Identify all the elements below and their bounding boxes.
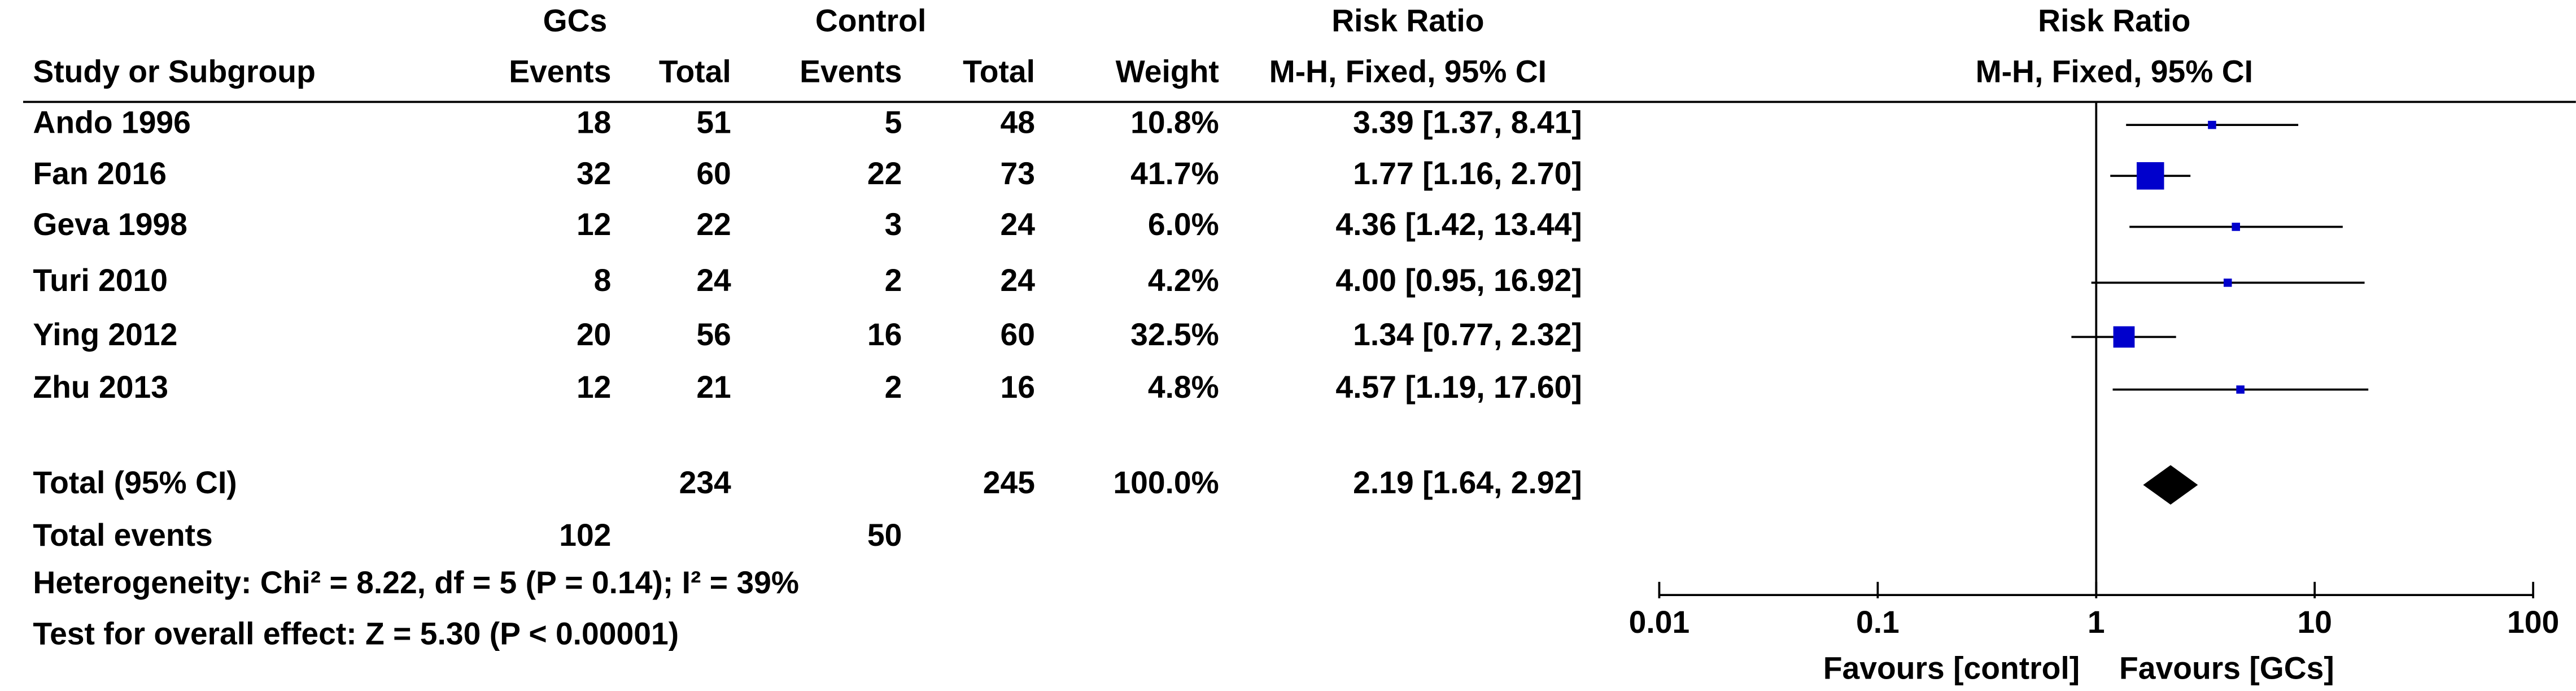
study-name: Zhu 2013	[33, 370, 168, 405]
effect-square	[2236, 385, 2245, 394]
cell: 16	[1001, 370, 1035, 405]
cell: 56	[696, 317, 731, 352]
weight-label: 4.8%	[1148, 370, 1219, 405]
cell: 50	[867, 518, 902, 553]
cell: 24	[1001, 263, 1036, 298]
effect-square	[2113, 326, 2135, 348]
weight-label: 32.5%	[1130, 317, 1219, 352]
study-name: Ando 1996	[33, 105, 191, 140]
effect-label: 3.39 [1.37, 8.41]	[1353, 105, 1582, 140]
cell: 48	[1001, 105, 1035, 140]
effect-label: 4.57 [1.19, 17.60]	[1335, 370, 1582, 405]
cell: 16	[867, 317, 902, 352]
cell: 24	[696, 263, 731, 298]
x-tick-label: 1	[2088, 605, 2105, 640]
heterogeneity: Heterogeneity: Chi² = 8.22, df = 5 (P = …	[33, 565, 799, 600]
cell: 12	[577, 370, 611, 405]
cell: 73	[1001, 156, 1035, 191]
x-tick-label: 0.01	[1629, 605, 1690, 640]
group-header: Risk Ratio	[1331, 3, 1484, 38]
group-header: Control	[815, 3, 926, 38]
effect-square	[2136, 162, 2164, 190]
weight-label: 4.2%	[1148, 263, 1219, 298]
effect-square	[2223, 279, 2232, 287]
plot-subtitle: M-H, Fixed, 95% CI	[1976, 54, 2253, 89]
x-tick-label: 0.1	[1856, 605, 1900, 640]
cell: 234	[679, 465, 731, 500]
column-header: Weight	[1116, 54, 1219, 89]
study-name: Ying 2012	[33, 317, 177, 352]
plot-title: Risk Ratio	[2038, 3, 2190, 38]
x-tick-label: 100	[2507, 605, 2559, 640]
cell: 245	[983, 465, 1035, 500]
effect-label: 4.36 [1.42, 13.44]	[1335, 207, 1582, 242]
cell: 32	[577, 156, 611, 191]
cell: 5	[885, 105, 902, 140]
column-header: Events	[509, 54, 611, 89]
cell: 60	[696, 156, 731, 191]
study-name: Fan 2016	[33, 156, 167, 191]
weight-label: 6.0%	[1148, 207, 1219, 242]
effect-label: 1.77 [1.16, 2.70]	[1353, 156, 1582, 191]
cell: 24	[1001, 207, 1036, 242]
cell: 20	[577, 317, 611, 352]
total-diamond	[2143, 465, 2198, 505]
cell: 22	[867, 156, 902, 191]
overall-effect: Test for overall effect: Z = 5.30 (P < 0…	[33, 616, 679, 651]
x-tick-label: 10	[2297, 605, 2332, 640]
cell: 3	[885, 207, 902, 242]
column-header: Total	[659, 54, 731, 89]
weight-label: 10.8%	[1130, 105, 1219, 140]
group-header: GCs	[543, 3, 608, 38]
effect-square	[2208, 120, 2216, 129]
cell: 22	[696, 207, 731, 242]
cell: 18	[577, 105, 611, 140]
total-name: Total (95% CI)	[33, 465, 237, 500]
column-header: Study or Subgroup	[33, 54, 315, 89]
cell: 12	[577, 207, 611, 242]
favours-label: Favours [control]	[1823, 651, 2080, 686]
cell: 51	[696, 105, 731, 140]
column-header: M-H, Fixed, 95% CI	[1269, 54, 1547, 89]
weight-label: 100.0%	[1113, 465, 1219, 500]
effect-square	[2232, 223, 2240, 231]
cell: 60	[1001, 317, 1035, 352]
cell: 8	[594, 263, 612, 298]
study-name: Geva 1998	[33, 207, 187, 242]
column-header: Events	[800, 54, 902, 89]
study-name: Turi 2010	[33, 263, 168, 298]
cell: 102	[559, 518, 611, 553]
effect-label: 4.00 [0.95, 16.92]	[1335, 263, 1582, 298]
weight-label: 41.7%	[1130, 156, 1219, 191]
cell: 2	[885, 263, 902, 298]
cell: 21	[696, 370, 731, 405]
cell: 2	[885, 370, 902, 405]
effect-label: 2.19 [1.64, 2.92]	[1353, 465, 1582, 500]
favours-label: Favours [GCs]	[2119, 651, 2334, 686]
column-header: Total	[963, 54, 1035, 89]
total-events-name: Total events	[33, 518, 212, 553]
effect-label: 1.34 [0.77, 2.32]	[1353, 317, 1582, 352]
